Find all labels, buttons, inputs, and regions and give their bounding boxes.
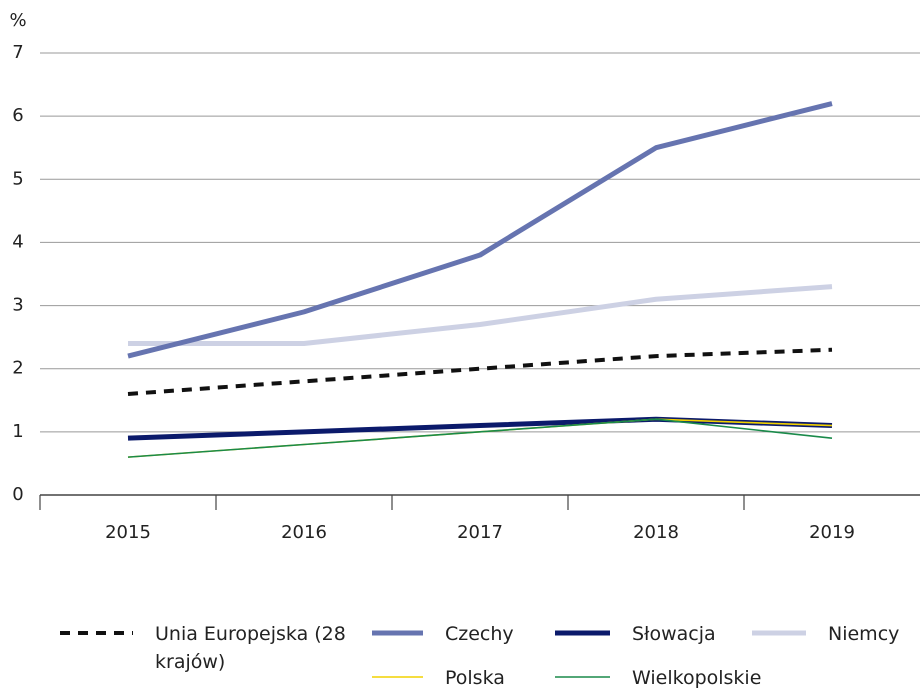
x-tick-label: 2016: [281, 522, 327, 543]
x-tick-label: 2017: [457, 522, 503, 543]
y-tick-label: 0: [12, 484, 23, 505]
y-tick-label: 7: [12, 42, 23, 63]
legend-swatch: [752, 630, 806, 636]
legend-label: Wielkopolskie: [632, 667, 762, 689]
legend-label: Słowacja: [632, 623, 716, 645]
legend-swatch: [60, 631, 133, 635]
y-tick-label: 3: [12, 295, 23, 316]
legend-swatch: [372, 630, 423, 636]
legend-item: Słowacja: [553, 620, 782, 648]
legend-item: Niemcy: [750, 620, 920, 648]
series-line: [127, 101, 833, 359]
y-axis-label: %: [9, 10, 26, 31]
y-tick-label: 1: [12, 421, 23, 442]
legend-label: Czechy: [445, 623, 514, 645]
x-tick-label: 2018: [633, 522, 679, 543]
legend-swatch: [555, 676, 610, 678]
x-tick-label: 2015: [105, 522, 151, 543]
y-tick-label: 4: [12, 231, 23, 252]
legend-label: Niemcy: [828, 623, 900, 645]
legend-swatch: [372, 676, 423, 678]
x-tick-label: 2019: [809, 522, 855, 543]
series-line: [128, 284, 833, 346]
y-tick-label: 6: [12, 105, 23, 126]
y-tick-label: 2: [12, 358, 23, 379]
legend-item: Czechy: [370, 620, 565, 648]
legend-item: Polska: [370, 664, 565, 691]
legend-label: Unia Europejska (28 krajów): [155, 623, 346, 673]
legend-item: Wielkopolskie: [553, 664, 832, 691]
legend-label: Polska: [445, 667, 505, 689]
legend-swatch: [555, 630, 610, 636]
series-line: [127, 347, 833, 396]
y-tick-label: 5: [12, 168, 23, 189]
series-line: [127, 418, 833, 458]
legend-item: Unia Europejska (28 krajów): [58, 620, 355, 676]
